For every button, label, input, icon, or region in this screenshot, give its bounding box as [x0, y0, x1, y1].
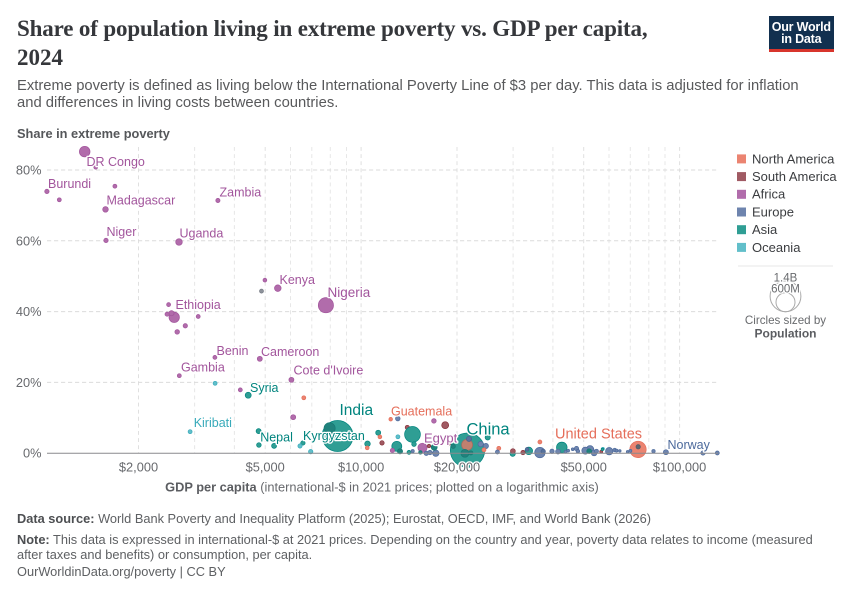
svg-text:United States: United States: [555, 427, 642, 443]
svg-text:$50,000: $50,000: [561, 459, 607, 474]
svg-text:Gambia: Gambia: [181, 361, 225, 375]
svg-text:$100,000: $100,000: [653, 459, 706, 474]
svg-text:$5,000: $5,000: [246, 459, 285, 474]
svg-text:Oceania: Oceania: [752, 240, 801, 255]
svg-text:$10,000: $10,000: [338, 459, 384, 474]
svg-text:1.4B: 1.4B: [774, 272, 798, 284]
svg-text:North America: North America: [752, 151, 835, 166]
svg-text:Kenya: Kenya: [280, 273, 315, 287]
svg-text:Guatemala: Guatemala: [391, 404, 452, 418]
svg-text:Madagascar: Madagascar: [107, 194, 176, 208]
svg-text:Kyrgyzstan: Kyrgyzstan: [303, 429, 365, 443]
svg-text:Nepal: Nepal: [260, 431, 293, 445]
svg-text:Europe: Europe: [752, 204, 794, 219]
svg-text:Uganda: Uganda: [180, 227, 224, 241]
svg-text:60%: 60%: [16, 233, 42, 248]
svg-text:Kiribati: Kiribati: [194, 416, 232, 430]
svg-text:Niger: Niger: [107, 225, 137, 239]
svg-text:Syria: Syria: [250, 381, 279, 395]
svg-text:China: China: [467, 421, 511, 439]
svg-text:80%: 80%: [16, 163, 42, 178]
svg-text:Asia: Asia: [752, 222, 778, 237]
svg-text:GDP per capita (international-: GDP per capita (international-$ in 2021 …: [165, 480, 599, 495]
svg-text:Egypt: Egypt: [424, 430, 458, 445]
svg-text:40%: 40%: [16, 304, 42, 319]
svg-text:South America: South America: [752, 169, 837, 184]
svg-text:Ethiopia: Ethiopia: [176, 298, 221, 312]
svg-text:$20,000: $20,000: [434, 459, 480, 474]
svg-text:Circles sized by: Circles sized by: [745, 314, 826, 327]
svg-text:Norway: Norway: [668, 438, 711, 452]
svg-text:Zambia: Zambia: [220, 186, 262, 200]
svg-text:Cote d'Ivoire: Cote d'Ivoire: [294, 364, 364, 378]
svg-text:0%: 0%: [23, 446, 42, 461]
svg-text:Cameroon: Cameroon: [261, 345, 319, 359]
svg-text:Burundi: Burundi: [48, 177, 91, 191]
svg-text:Nigeria: Nigeria: [328, 285, 371, 300]
svg-text:DR Congo: DR Congo: [87, 155, 145, 169]
svg-text:Africa: Africa: [752, 187, 786, 202]
svg-text:$2,000: $2,000: [119, 459, 158, 474]
svg-text:Benin: Benin: [217, 344, 249, 358]
svg-text:Population: Population: [755, 327, 817, 341]
svg-text:600M: 600M: [771, 284, 800, 296]
svg-text:India: India: [340, 402, 374, 419]
svg-text:20%: 20%: [16, 375, 42, 390]
